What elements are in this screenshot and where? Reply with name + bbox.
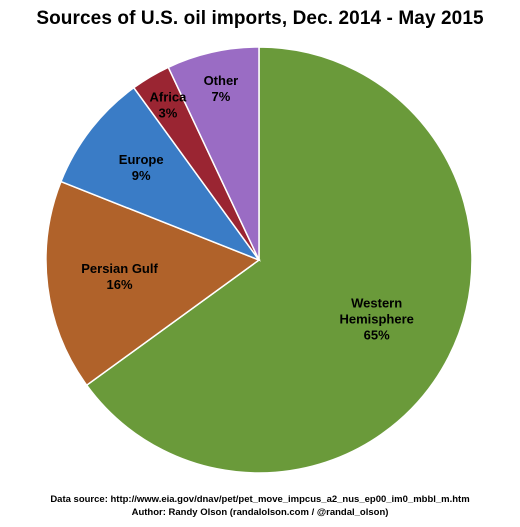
slice-value-western-hemisphere: 65%	[364, 327, 390, 342]
slice-label-europe: Europe	[119, 152, 164, 167]
slice-label-persian-gulf: Persian Gulf	[81, 261, 158, 276]
pie-slice-persian-gulf	[45, 180, 261, 387]
slice-value-europe: 9%	[132, 168, 151, 183]
slice-label-other: Other	[204, 73, 239, 88]
pie-slice-other	[167, 46, 260, 261]
chart-title: Sources of U.S. oil imports, Dec. 2014 -…	[36, 8, 484, 29]
pie-slice-europe	[59, 86, 262, 262]
slice-label-western-hemisphere: Hemisphere	[339, 311, 413, 326]
slice-label-africa: Africa	[149, 89, 187, 104]
slice-value-other: 7%	[212, 89, 231, 104]
pie-slice-western-hemisphere	[85, 46, 473, 474]
slice-value-persian-gulf: 16%	[107, 277, 133, 292]
slice-label-western-hemisphere: Western	[351, 295, 402, 310]
author-note: Author: Randy Olson (randalolson.com / @…	[131, 507, 389, 518]
data-source-note: Data source: http://www.eia.gov/dnav/pet…	[50, 494, 470, 505]
slice-value-africa: 3%	[159, 105, 178, 120]
